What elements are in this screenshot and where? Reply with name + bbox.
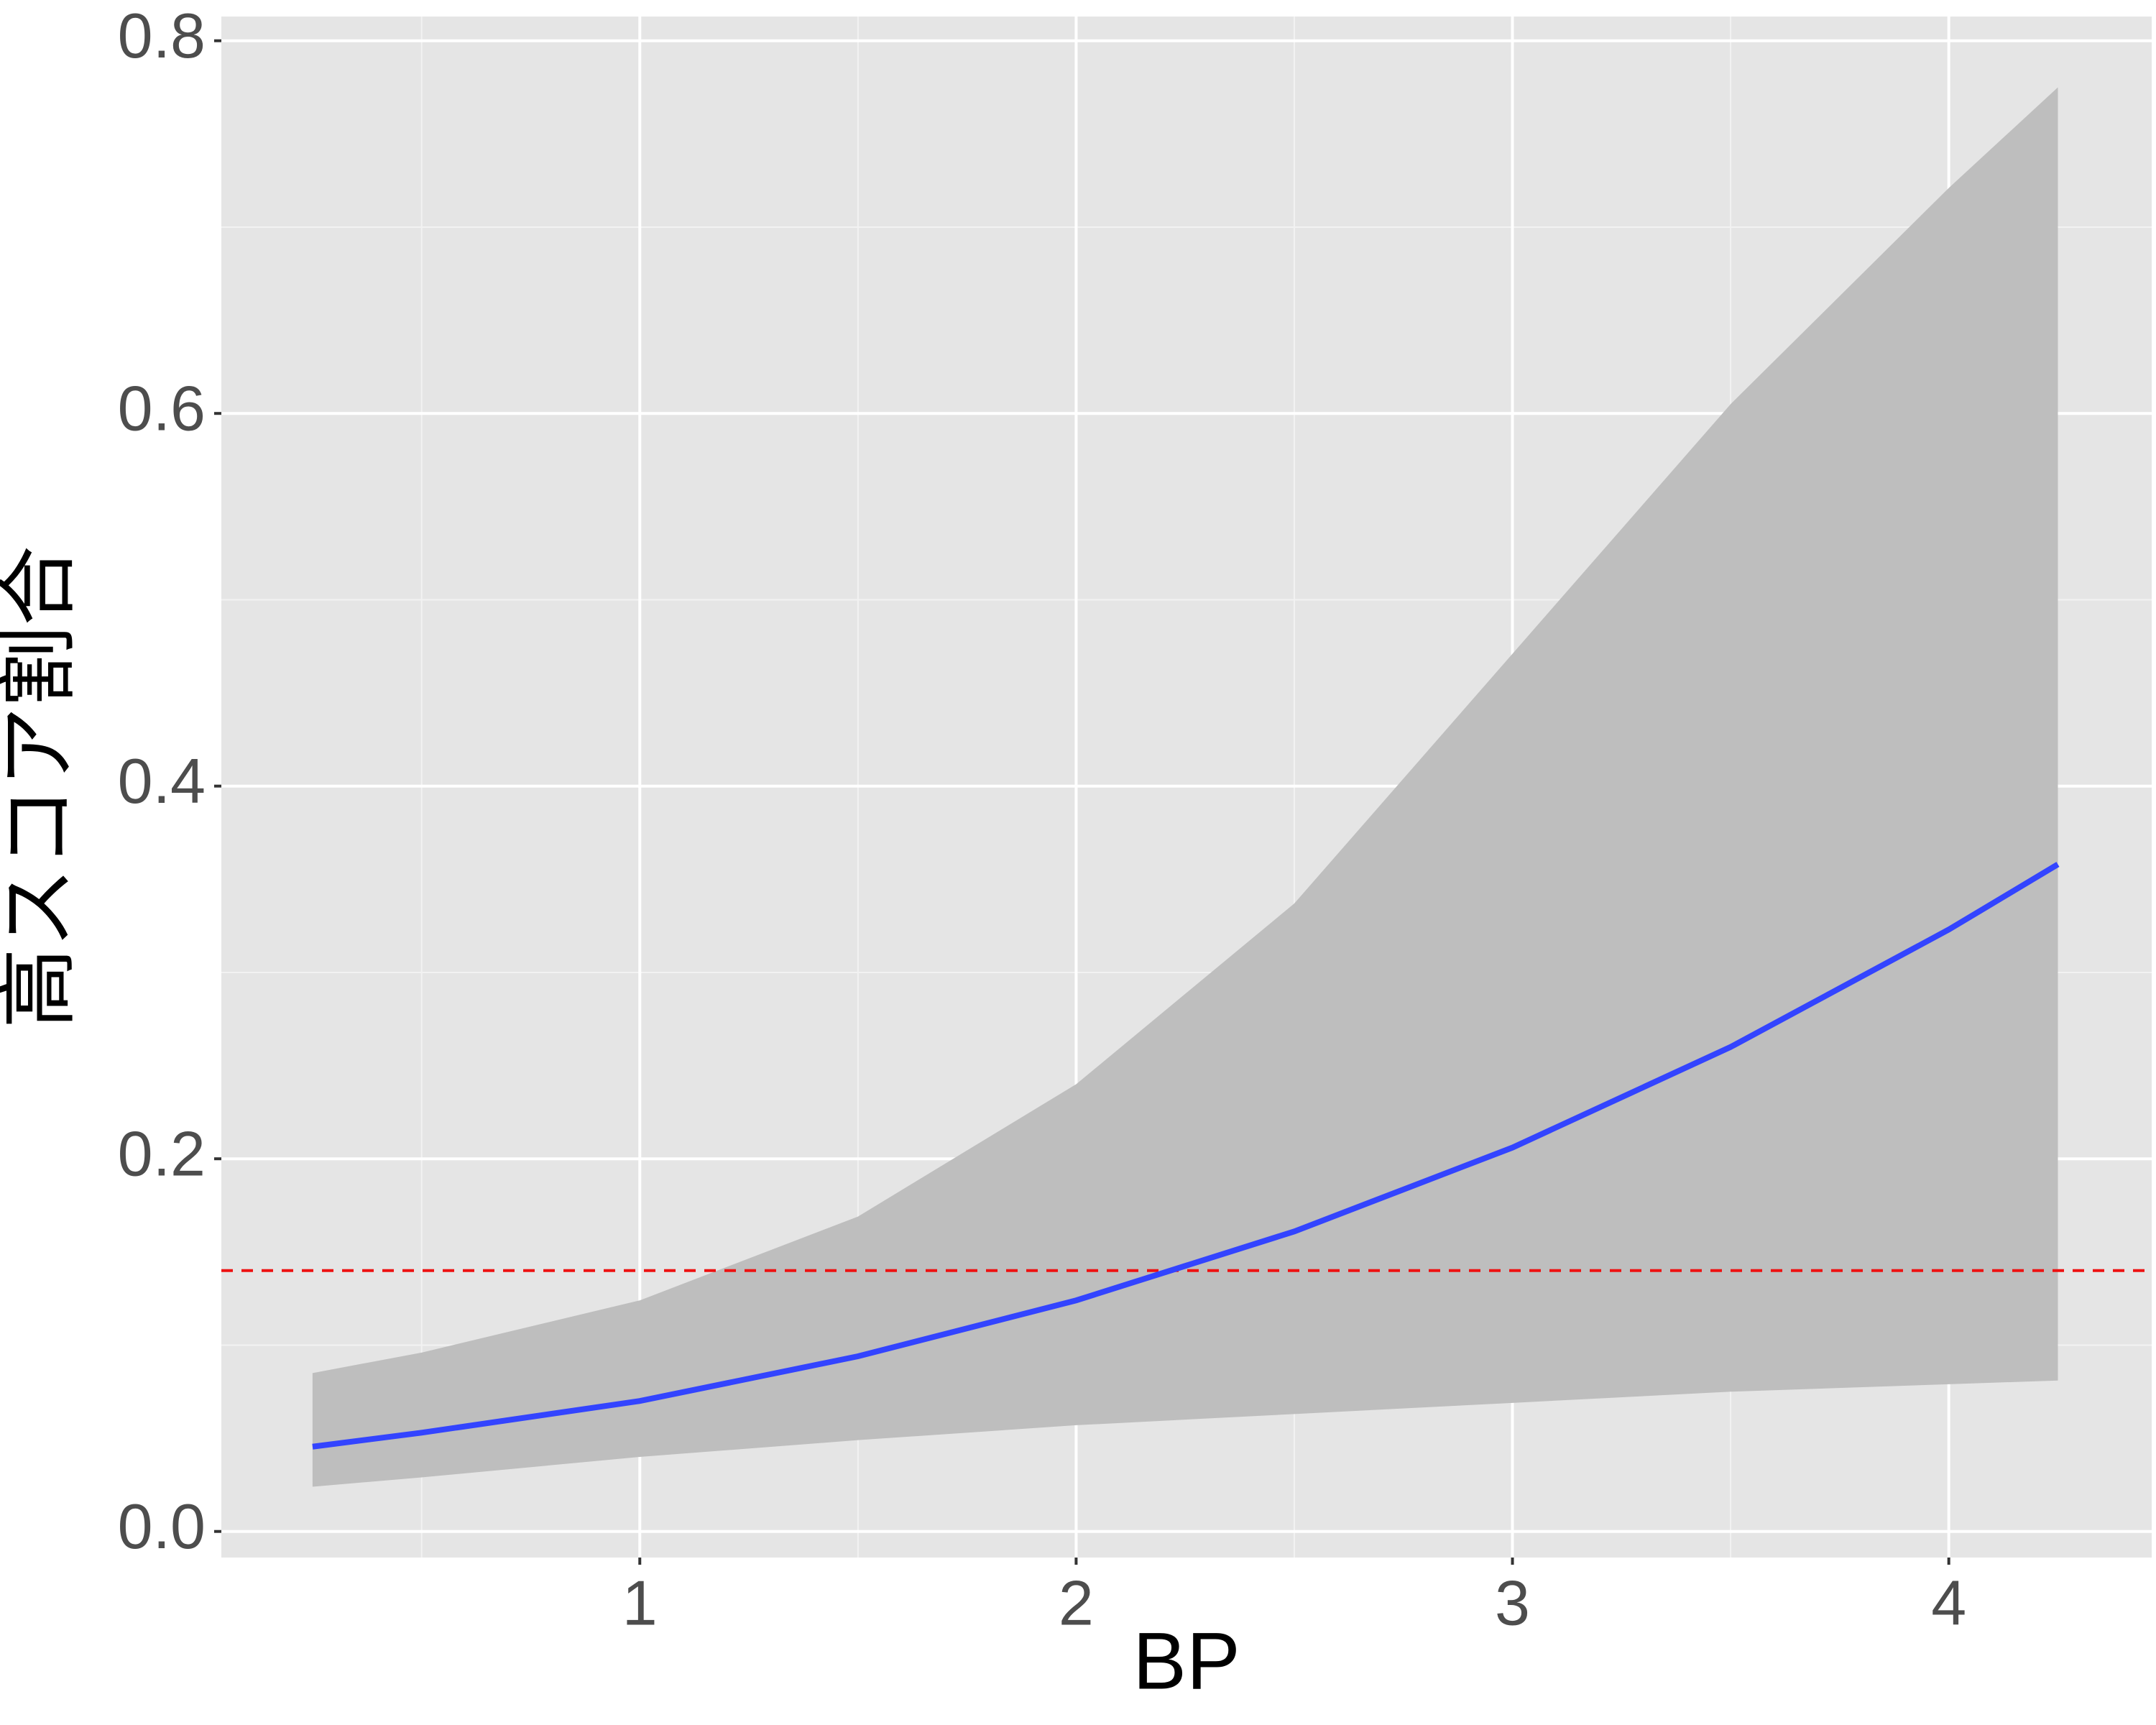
- x-tick-label: 4: [1931, 1567, 1966, 1638]
- x-tick-label: 1: [622, 1567, 658, 1638]
- y-tick-label: 0.4: [118, 745, 206, 816]
- x-tick-label: 2: [1059, 1567, 1094, 1638]
- y-axis-title: 高スコア割合: [0, 546, 83, 1029]
- y-tick-label: 0.2: [118, 1118, 206, 1189]
- y-tick-label: 0.8: [118, 0, 206, 71]
- y-tick-label: 0.6: [118, 372, 206, 443]
- x-axis-title: BP: [1133, 1616, 1240, 1706]
- x-tick-label: 3: [1495, 1567, 1530, 1638]
- y-tick-label: 0.0: [118, 1491, 206, 1562]
- fit-line: [312, 862, 2060, 1450]
- confidence-band: [312, 87, 2058, 1487]
